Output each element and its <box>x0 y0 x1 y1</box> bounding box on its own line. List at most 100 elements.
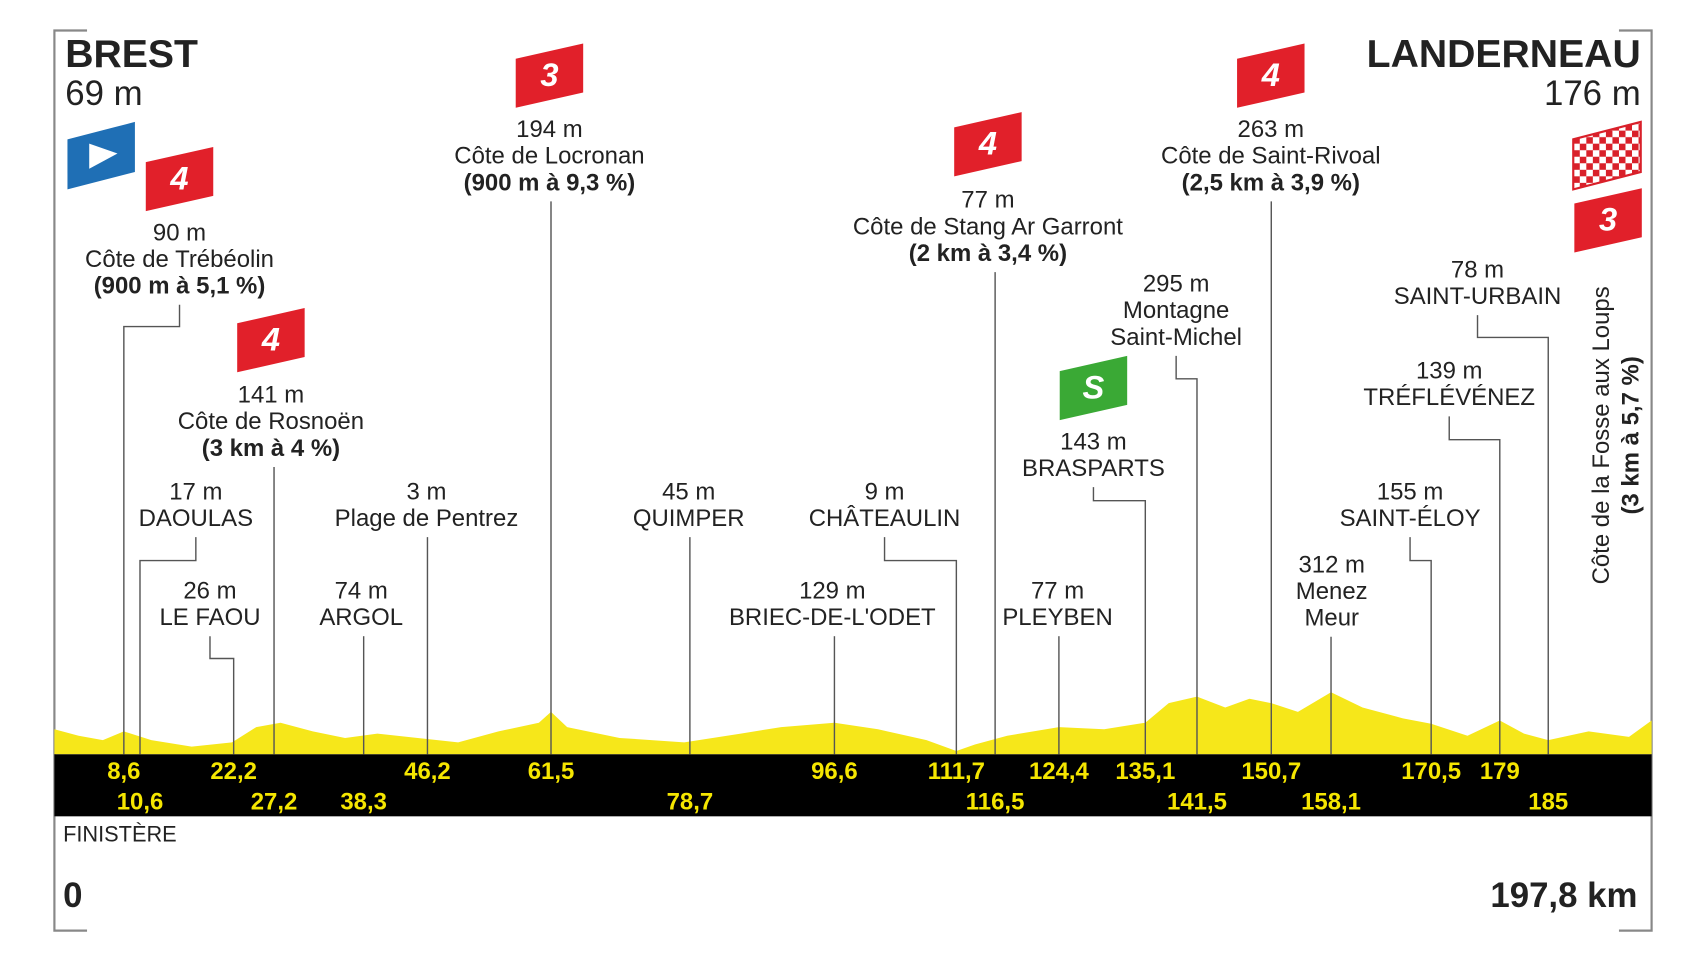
category-badge: S <box>1059 355 1128 421</box>
point-label: 194 m <box>516 116 583 143</box>
badge-shape <box>1059 355 1128 421</box>
km-label: 10,6 <box>117 789 164 816</box>
badge-shape <box>237 308 305 373</box>
point-label: Côte de Rosnoën <box>178 408 364 435</box>
category-label: 4 <box>978 124 997 161</box>
badge-shape <box>1574 188 1642 253</box>
leader-line <box>1092 487 1147 755</box>
point-label: (2 km à 3,4 %) <box>909 240 1067 267</box>
point-label: 17 m <box>169 478 222 505</box>
point-label: ARGOL <box>319 604 403 631</box>
km-label: 46,2 <box>404 758 451 785</box>
point-label: 143 m <box>1060 428 1127 455</box>
badge-shape <box>145 146 214 212</box>
point-label: Plage de Pentrez <box>335 505 519 532</box>
point-label: BRASPARTS <box>1022 455 1165 482</box>
point-label: Montagne <box>1123 297 1229 324</box>
category-label: S <box>1083 368 1105 405</box>
point-label: Saint-Michel <box>1110 324 1242 351</box>
km-label: 27,2 <box>251 789 298 816</box>
category-badge: 3 <box>1574 188 1642 253</box>
point-label: 26 m <box>183 577 236 604</box>
km-label: 124,4 <box>1029 758 1090 785</box>
point-label: 139 m <box>1416 358 1483 385</box>
distance-band <box>54 754 1652 817</box>
category-label: 4 <box>169 159 188 196</box>
point-label: Côte de Saint-Rivoal <box>1161 143 1381 170</box>
leader-line <box>883 537 958 755</box>
climb-name: Côte de la Fosse aux Loups <box>1588 286 1615 584</box>
point-label: (900 m à 5,1 %) <box>94 273 266 300</box>
km-label: 78,7 <box>667 789 714 816</box>
leader-line <box>123 304 181 755</box>
start-flag <box>67 121 135 190</box>
category-label: 4 <box>1261 56 1280 93</box>
leader-line <box>1476 315 1549 755</box>
km-label: 96,6 <box>811 758 858 785</box>
km-label: 135,1 <box>1115 758 1175 785</box>
leader-line <box>209 636 235 755</box>
km-label: 150,7 <box>1241 758 1301 785</box>
point-label: QUIMPER <box>633 505 745 532</box>
km-label: 170,5 <box>1401 758 1461 785</box>
km-label: 141,5 <box>1167 789 1227 816</box>
point-label: Menez <box>1296 578 1368 605</box>
category-badge: 4 <box>237 308 305 373</box>
category-badge: 4 <box>1237 43 1305 108</box>
km-label: 158,1 <box>1301 789 1361 816</box>
profile-layer <box>54 692 1652 755</box>
point-label: 9 m <box>865 478 905 505</box>
point-label: PLEYBEN <box>1002 604 1112 631</box>
km-label: 8,6 <box>107 758 140 785</box>
point-label: 295 m <box>1143 270 1210 297</box>
finish-name: LANDERNEAU <box>1367 33 1641 76</box>
point-label: Côte de Locronan <box>454 143 644 170</box>
point-label: (900 m à 9,3 %) <box>464 169 636 196</box>
point-label: SAINT-ÉLOY <box>1340 505 1481 532</box>
leader-line <box>1409 537 1432 755</box>
km-label: 111,7 <box>928 758 985 785</box>
point-label: SAINT-URBAIN <box>1394 283 1562 310</box>
point-label: 129 m <box>799 577 866 604</box>
start-name: BREST <box>65 33 198 76</box>
point-label: 77 m <box>961 187 1014 214</box>
km-label: 61,5 <box>528 758 575 785</box>
point-label: 3 m <box>407 478 447 505</box>
point-label: 74 m <box>335 577 388 604</box>
finish-climb: Côte de la Fosse aux Loups (3 km à 5,7 %… <box>1588 286 1644 584</box>
km-label: 38,3 <box>340 789 387 816</box>
finish-km: 197,8 km <box>1490 876 1637 915</box>
terrain <box>54 692 1652 755</box>
badge-shape <box>1237 43 1305 108</box>
category-label: 3 <box>540 56 558 93</box>
point-label: TRÉFLÉVÉNEZ <box>1363 384 1535 411</box>
category-badge: 3 <box>515 43 584 108</box>
point-label: 263 m <box>1238 116 1305 143</box>
frame <box>53 29 1653 932</box>
leader-line <box>139 537 197 755</box>
category-label: 4 <box>261 320 280 357</box>
leader-line <box>1175 355 1198 755</box>
km-label: 179 <box>1480 758 1520 785</box>
category-label: 3 <box>1599 201 1617 238</box>
point-label: Côte de Trébéolin <box>85 246 274 273</box>
category-badge: 4 <box>145 146 214 212</box>
point-label: DAOULAS <box>139 505 253 532</box>
point-label: 155 m <box>1377 478 1444 505</box>
point-label: 78 m <box>1451 256 1504 283</box>
point-label: CHÂTEAULIN <box>809 505 961 532</box>
point-label: 312 m <box>1298 551 1365 578</box>
point-label: (3 km à 4 %) <box>202 435 340 462</box>
km-label: 116,5 <box>966 789 1025 816</box>
start-km: 0 <box>63 876 82 915</box>
point-label: 90 m <box>153 219 206 246</box>
point-label: 45 m <box>662 478 715 505</box>
start-altitude: 69 m <box>65 74 142 113</box>
climb-detail: (3 km à 5,7 %) <box>1617 356 1644 514</box>
point-label: LE FAOU <box>159 604 260 631</box>
point-label: Côte de Stang Ar Garront <box>853 213 1123 240</box>
leader-line <box>1448 416 1501 755</box>
point-label: 141 m <box>238 382 305 409</box>
badge-shape <box>954 112 1022 177</box>
point-label: 77 m <box>1031 577 1084 604</box>
